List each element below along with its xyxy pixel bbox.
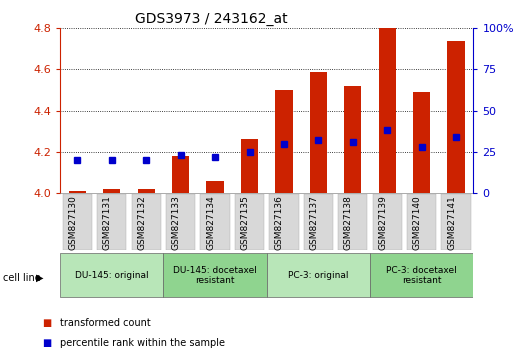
- Text: GSM827131: GSM827131: [103, 195, 112, 250]
- FancyBboxPatch shape: [304, 194, 333, 250]
- FancyBboxPatch shape: [372, 194, 402, 250]
- Text: GSM827141: GSM827141: [447, 195, 456, 250]
- FancyBboxPatch shape: [235, 194, 264, 250]
- Text: DU-145: original: DU-145: original: [75, 271, 149, 280]
- Text: ■: ■: [42, 338, 51, 348]
- FancyBboxPatch shape: [63, 194, 92, 250]
- Bar: [103, 189, 120, 193]
- Text: GSM827137: GSM827137: [310, 195, 319, 250]
- Text: GSM827130: GSM827130: [69, 195, 77, 250]
- FancyBboxPatch shape: [407, 194, 436, 250]
- Bar: [138, 189, 155, 193]
- Text: GSM827136: GSM827136: [275, 195, 284, 250]
- FancyBboxPatch shape: [338, 194, 368, 250]
- Text: percentile rank within the sample: percentile rank within the sample: [60, 338, 225, 348]
- FancyBboxPatch shape: [267, 253, 370, 297]
- Text: GSM827140: GSM827140: [413, 195, 422, 250]
- Bar: [413, 92, 430, 193]
- FancyBboxPatch shape: [200, 194, 230, 250]
- Text: GDS3973 / 243162_at: GDS3973 / 243162_at: [134, 12, 287, 26]
- Text: PC-3: docetaxel
resistant: PC-3: docetaxel resistant: [386, 266, 457, 285]
- Bar: [241, 139, 258, 193]
- Bar: [448, 41, 465, 193]
- FancyBboxPatch shape: [269, 194, 299, 250]
- Text: ■: ■: [42, 318, 51, 328]
- Bar: [310, 72, 327, 193]
- Text: PC-3: original: PC-3: original: [288, 271, 349, 280]
- Bar: [207, 181, 224, 193]
- Text: GSM827139: GSM827139: [378, 195, 387, 250]
- Text: DU-145: docetaxel
resistant: DU-145: docetaxel resistant: [173, 266, 257, 285]
- FancyBboxPatch shape: [441, 194, 471, 250]
- Bar: [275, 90, 292, 193]
- Text: GSM827132: GSM827132: [137, 195, 146, 250]
- Text: GSM827134: GSM827134: [206, 195, 215, 250]
- Text: transformed count: transformed count: [60, 318, 151, 328]
- Text: ▶: ▶: [36, 273, 43, 283]
- Text: cell line: cell line: [3, 273, 40, 283]
- FancyBboxPatch shape: [97, 194, 127, 250]
- Bar: [344, 86, 361, 193]
- FancyBboxPatch shape: [166, 194, 195, 250]
- Text: GSM827135: GSM827135: [241, 195, 249, 250]
- Text: GSM827133: GSM827133: [172, 195, 180, 250]
- Bar: [379, 28, 396, 193]
- FancyBboxPatch shape: [60, 253, 163, 297]
- FancyBboxPatch shape: [163, 253, 267, 297]
- Bar: [69, 191, 86, 193]
- FancyBboxPatch shape: [370, 253, 473, 297]
- Text: GSM827138: GSM827138: [344, 195, 353, 250]
- Bar: [172, 156, 189, 193]
- FancyBboxPatch shape: [132, 194, 161, 250]
